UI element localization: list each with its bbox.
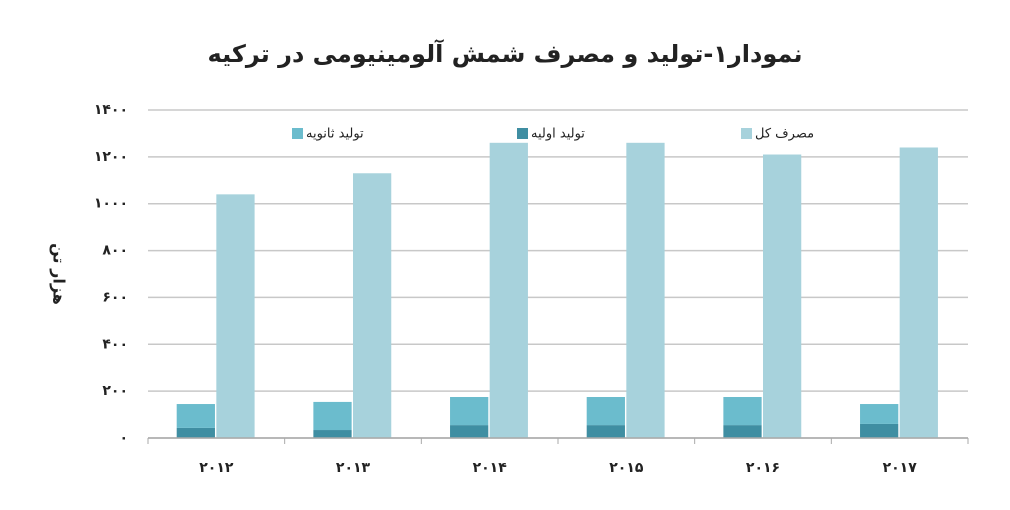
- bar: [763, 154, 802, 438]
- x-tick-label: ۲۰۱۷: [883, 460, 918, 476]
- x-tick-label: ۲۰۱۲: [199, 460, 234, 476]
- y-tick-label: ۰: [119, 430, 128, 446]
- bar: [586, 397, 625, 426]
- bar: [313, 401, 352, 431]
- y-tick-label: ۸۰۰: [102, 243, 128, 259]
- bar: [176, 404, 215, 428]
- bar: [450, 397, 489, 426]
- x-tick-label: ۲۰۱۴: [473, 460, 508, 476]
- y-tick-label: ۱۲۰۰: [94, 149, 128, 165]
- y-tick-label: ۱۰۰۰: [94, 196, 128, 212]
- legend-swatch: [741, 128, 752, 139]
- bar: [176, 427, 215, 438]
- chart-title: نمودار۱-تولید و مصرف شمش آلومینیومی در ت…: [208, 39, 803, 68]
- bar: [860, 423, 899, 438]
- bar: [860, 404, 899, 424]
- y-tick-label: ۲۰۰: [102, 383, 128, 399]
- y-tick-label: ۶۰۰: [102, 289, 128, 305]
- bar: [626, 142, 665, 439]
- legend-swatch: [292, 128, 303, 139]
- legend-swatch: [517, 128, 528, 139]
- bar: [450, 425, 489, 438]
- bar: [313, 430, 352, 438]
- x-tick-label: ۲۰۱۶: [746, 460, 780, 476]
- y-tick-label: ۴۰۰: [102, 336, 128, 352]
- bar: [353, 173, 392, 438]
- bar: [586, 425, 625, 438]
- x-tick-label: ۲۰۱۵: [609, 460, 644, 476]
- y-axis-label: هزار تن: [50, 243, 69, 305]
- bar: [216, 194, 255, 438]
- bar: [723, 425, 762, 438]
- legend-label: تولید ثانویه: [306, 127, 364, 142]
- legend-label: مصرف کل: [755, 127, 814, 142]
- bar: [723, 397, 762, 426]
- legend-label: تولید اولیه: [531, 127, 585, 142]
- x-tick-label: ۲۰۱۳: [336, 460, 371, 476]
- bar: [899, 147, 938, 438]
- y-tick-label: ۱۴۰۰: [94, 102, 128, 118]
- bar: [489, 142, 528, 439]
